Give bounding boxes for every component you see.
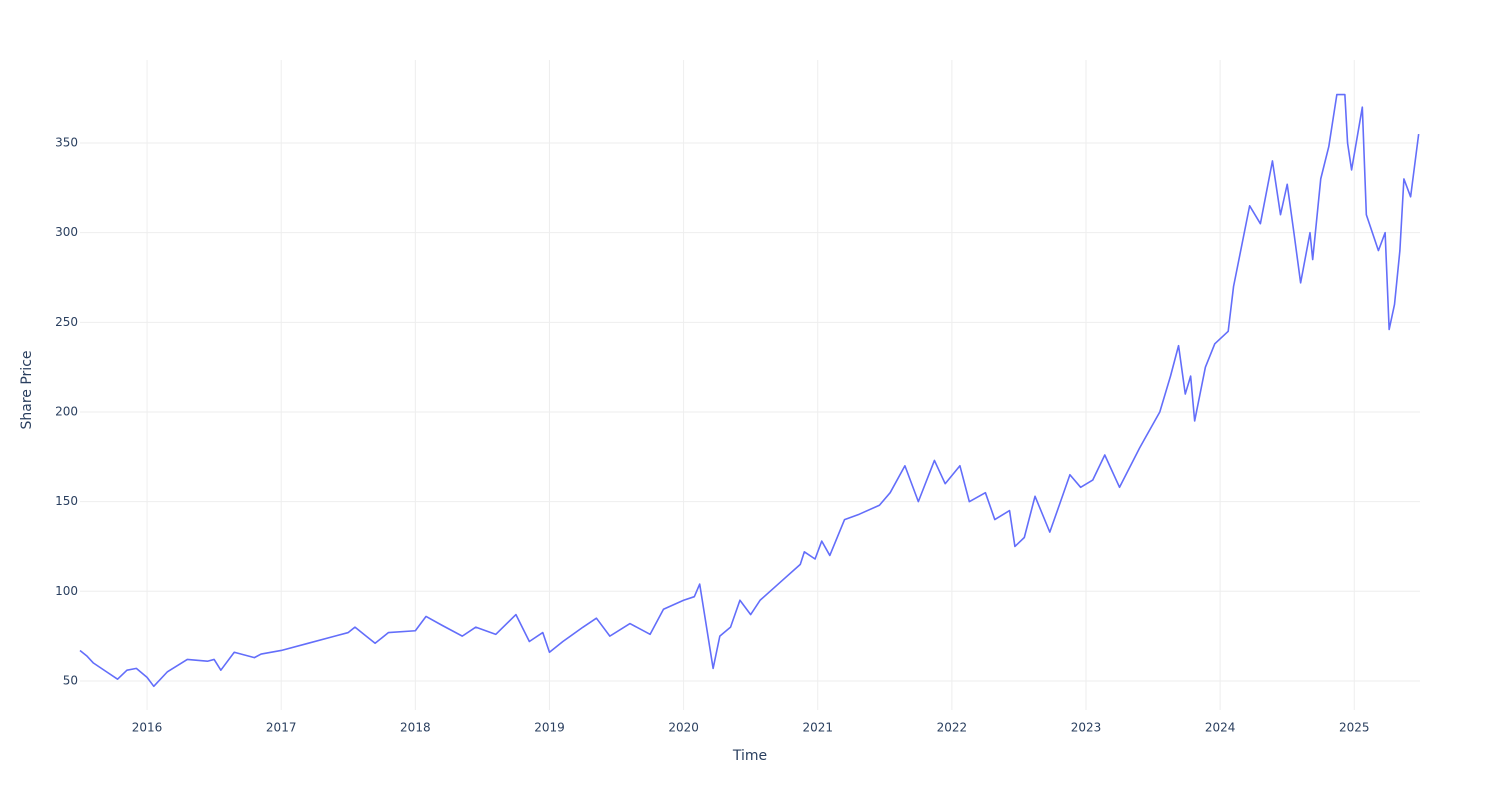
- y-tick-label: 100: [55, 584, 78, 598]
- x-axis-title: Time: [732, 748, 767, 764]
- x-tick-label: 2017: [266, 721, 297, 735]
- x-tick-label: 2024: [1205, 721, 1236, 735]
- x-tick-label: 2021: [802, 721, 833, 735]
- y-tick-label: 200: [55, 404, 78, 418]
- price-line: [79, 93, 1420, 688]
- x-tick-label: 2019: [534, 721, 565, 735]
- x-tick-label: 2016: [132, 721, 163, 735]
- x-tick-label: 2022: [937, 721, 968, 735]
- y-tick-label: 50: [63, 673, 78, 687]
- x-tick-label: 2018: [400, 721, 431, 735]
- y-tick-label: 350: [55, 136, 78, 150]
- x-tick-label: 2025: [1339, 721, 1370, 735]
- y-tick-label: 150: [55, 494, 78, 508]
- y-tick-label: 250: [55, 315, 78, 329]
- x-tick-label: 2020: [668, 721, 699, 735]
- y-tick-label: 300: [55, 225, 78, 239]
- x-tick-label: 2023: [1071, 721, 1102, 735]
- y-axis-title: Share Price: [19, 350, 35, 429]
